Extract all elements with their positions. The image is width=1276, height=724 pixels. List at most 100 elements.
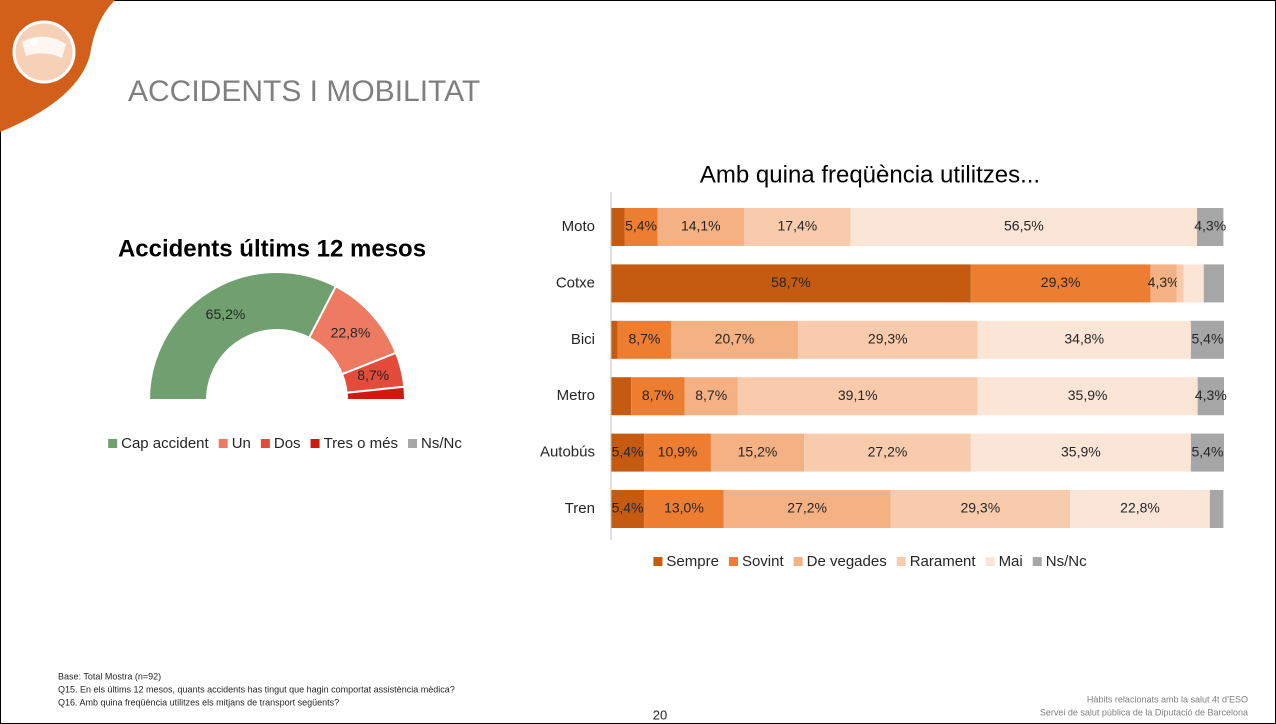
bar-segment	[737, 377, 978, 416]
legend-label: Sovint	[742, 553, 785, 570]
data-label: 39,1%	[838, 387, 878, 403]
source-line: Servei de salut pública de la Diputació …	[1040, 707, 1248, 717]
data-label: 22,8%	[331, 324, 371, 340]
legend-swatch	[260, 439, 270, 448]
data-label: 27,2%	[868, 443, 908, 459]
bar-segment	[710, 433, 805, 472]
bar-segment	[611, 208, 625, 246]
bar-segment	[1209, 490, 1224, 528]
legend-label: Dos	[274, 435, 301, 452]
data-label: 5,4%	[1191, 331, 1223, 347]
legend-swatch	[310, 439, 320, 448]
y-tick-label: Bici	[571, 331, 595, 348]
bar-segment	[611, 377, 632, 416]
legend-label: Ns/Nc	[1046, 553, 1087, 570]
data-label: 4,3%	[1195, 387, 1227, 403]
data-label: 8,7%	[642, 387, 674, 403]
data-label: 17,4%	[778, 218, 818, 234]
bar-segment	[804, 433, 971, 472]
data-label: 29,3%	[960, 500, 1000, 516]
data-label: 35,9%	[1068, 387, 1108, 403]
data-label: 15,2%	[738, 443, 778, 459]
legend-swatch	[896, 557, 906, 566]
source-line: Hàbits relacionats amb la salut 4t d’ESO	[1087, 694, 1248, 704]
chart-title: Amb quina freqüència utilitzes...	[700, 161, 1040, 188]
bar-segment	[644, 433, 711, 472]
bar-segment	[797, 320, 978, 359]
bar-segment	[1176, 264, 1184, 303]
bar-segment	[617, 320, 672, 359]
bar-segment	[977, 320, 1191, 359]
footnote: Q15. En els últims 12 mesos, quants acci…	[58, 684, 455, 694]
data-label: 8,7%	[695, 387, 727, 403]
legend-label: Mai	[999, 553, 1023, 570]
bar-segment	[624, 208, 658, 246]
data-label: 56,5%	[1004, 218, 1044, 234]
pie-slice	[147, 271, 338, 401]
legend-label: Sempre	[666, 553, 719, 570]
data-label: 5,4%	[612, 443, 644, 459]
data-label: 5,4%	[1191, 443, 1223, 459]
bar-segment	[611, 490, 645, 528]
bar-segment	[1150, 264, 1177, 303]
data-label: 10,9%	[658, 443, 698, 459]
data-label: 4,3%	[1194, 218, 1226, 234]
bar-segment	[723, 490, 891, 528]
bar-segment	[631, 377, 685, 416]
bar-segment	[611, 320, 618, 359]
bar-segment	[890, 490, 1071, 528]
bar-segment	[1203, 264, 1224, 303]
legend-swatch	[653, 557, 663, 566]
bar-segment	[611, 433, 645, 472]
data-label: 65,2%	[206, 306, 246, 322]
legend-swatch	[793, 557, 803, 566]
data-label: 29,3%	[868, 331, 908, 347]
data-label: 13,0%	[664, 500, 704, 516]
footnote: Base: Total Mostra (n=92)	[58, 671, 161, 681]
y-tick-label: Metro	[557, 387, 595, 404]
legend-swatch	[985, 557, 995, 566]
bar-segment	[1070, 490, 1210, 528]
bar-segment	[611, 264, 971, 303]
bar-segment	[684, 377, 738, 416]
bar-segment	[970, 264, 1151, 303]
y-tick-label: Cotxe	[556, 274, 595, 291]
bar-segment	[977, 377, 1198, 416]
bar-segment	[1197, 377, 1224, 416]
data-label: 5,4%	[612, 500, 644, 516]
bar-segment	[970, 433, 1191, 472]
data-label: 8,7%	[357, 367, 389, 383]
slide-title: ACCIDENTS I MOBILITAT	[128, 75, 480, 108]
legend-label: Un	[232, 435, 251, 452]
bar-segment	[850, 208, 1198, 246]
bar-segment	[744, 208, 851, 246]
bar-segment	[657, 208, 745, 246]
data-label: 34,8%	[1064, 331, 1104, 347]
helmet-icon	[12, 20, 76, 84]
y-tick-label: Moto	[562, 218, 595, 235]
legend-swatch	[1032, 557, 1042, 566]
data-label: 14,1%	[681, 218, 721, 234]
legend-label: De vegades	[807, 553, 887, 570]
bar-segment	[644, 490, 724, 528]
legend-swatch	[108, 439, 118, 448]
legend-swatch	[728, 557, 738, 566]
chart-title: Accidents últims 12 mesos	[118, 235, 426, 262]
data-label: 35,9%	[1061, 443, 1101, 459]
legend-label: Ns/Nc	[421, 435, 462, 452]
data-label: 27,2%	[787, 500, 827, 516]
legend-swatch	[408, 439, 418, 448]
bar-segment	[1190, 433, 1224, 472]
bar-segment	[1197, 208, 1224, 246]
legend-label: Tres o més	[324, 435, 398, 452]
y-tick-label: Tren	[565, 500, 595, 517]
data-label: 20,7%	[715, 331, 755, 347]
data-label: 22,8%	[1120, 500, 1160, 516]
data-label: 29,3%	[1041, 274, 1081, 290]
data-label: 58,7%	[771, 274, 811, 290]
page-number: 20	[653, 707, 667, 722]
data-label: 8,7%	[628, 331, 660, 347]
legend-swatch	[218, 439, 228, 448]
data-label: 5,4%	[625, 218, 657, 234]
